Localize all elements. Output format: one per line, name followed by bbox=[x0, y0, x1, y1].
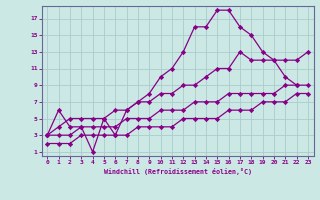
X-axis label: Windchill (Refroidissement éolien,°C): Windchill (Refroidissement éolien,°C) bbox=[104, 168, 252, 175]
